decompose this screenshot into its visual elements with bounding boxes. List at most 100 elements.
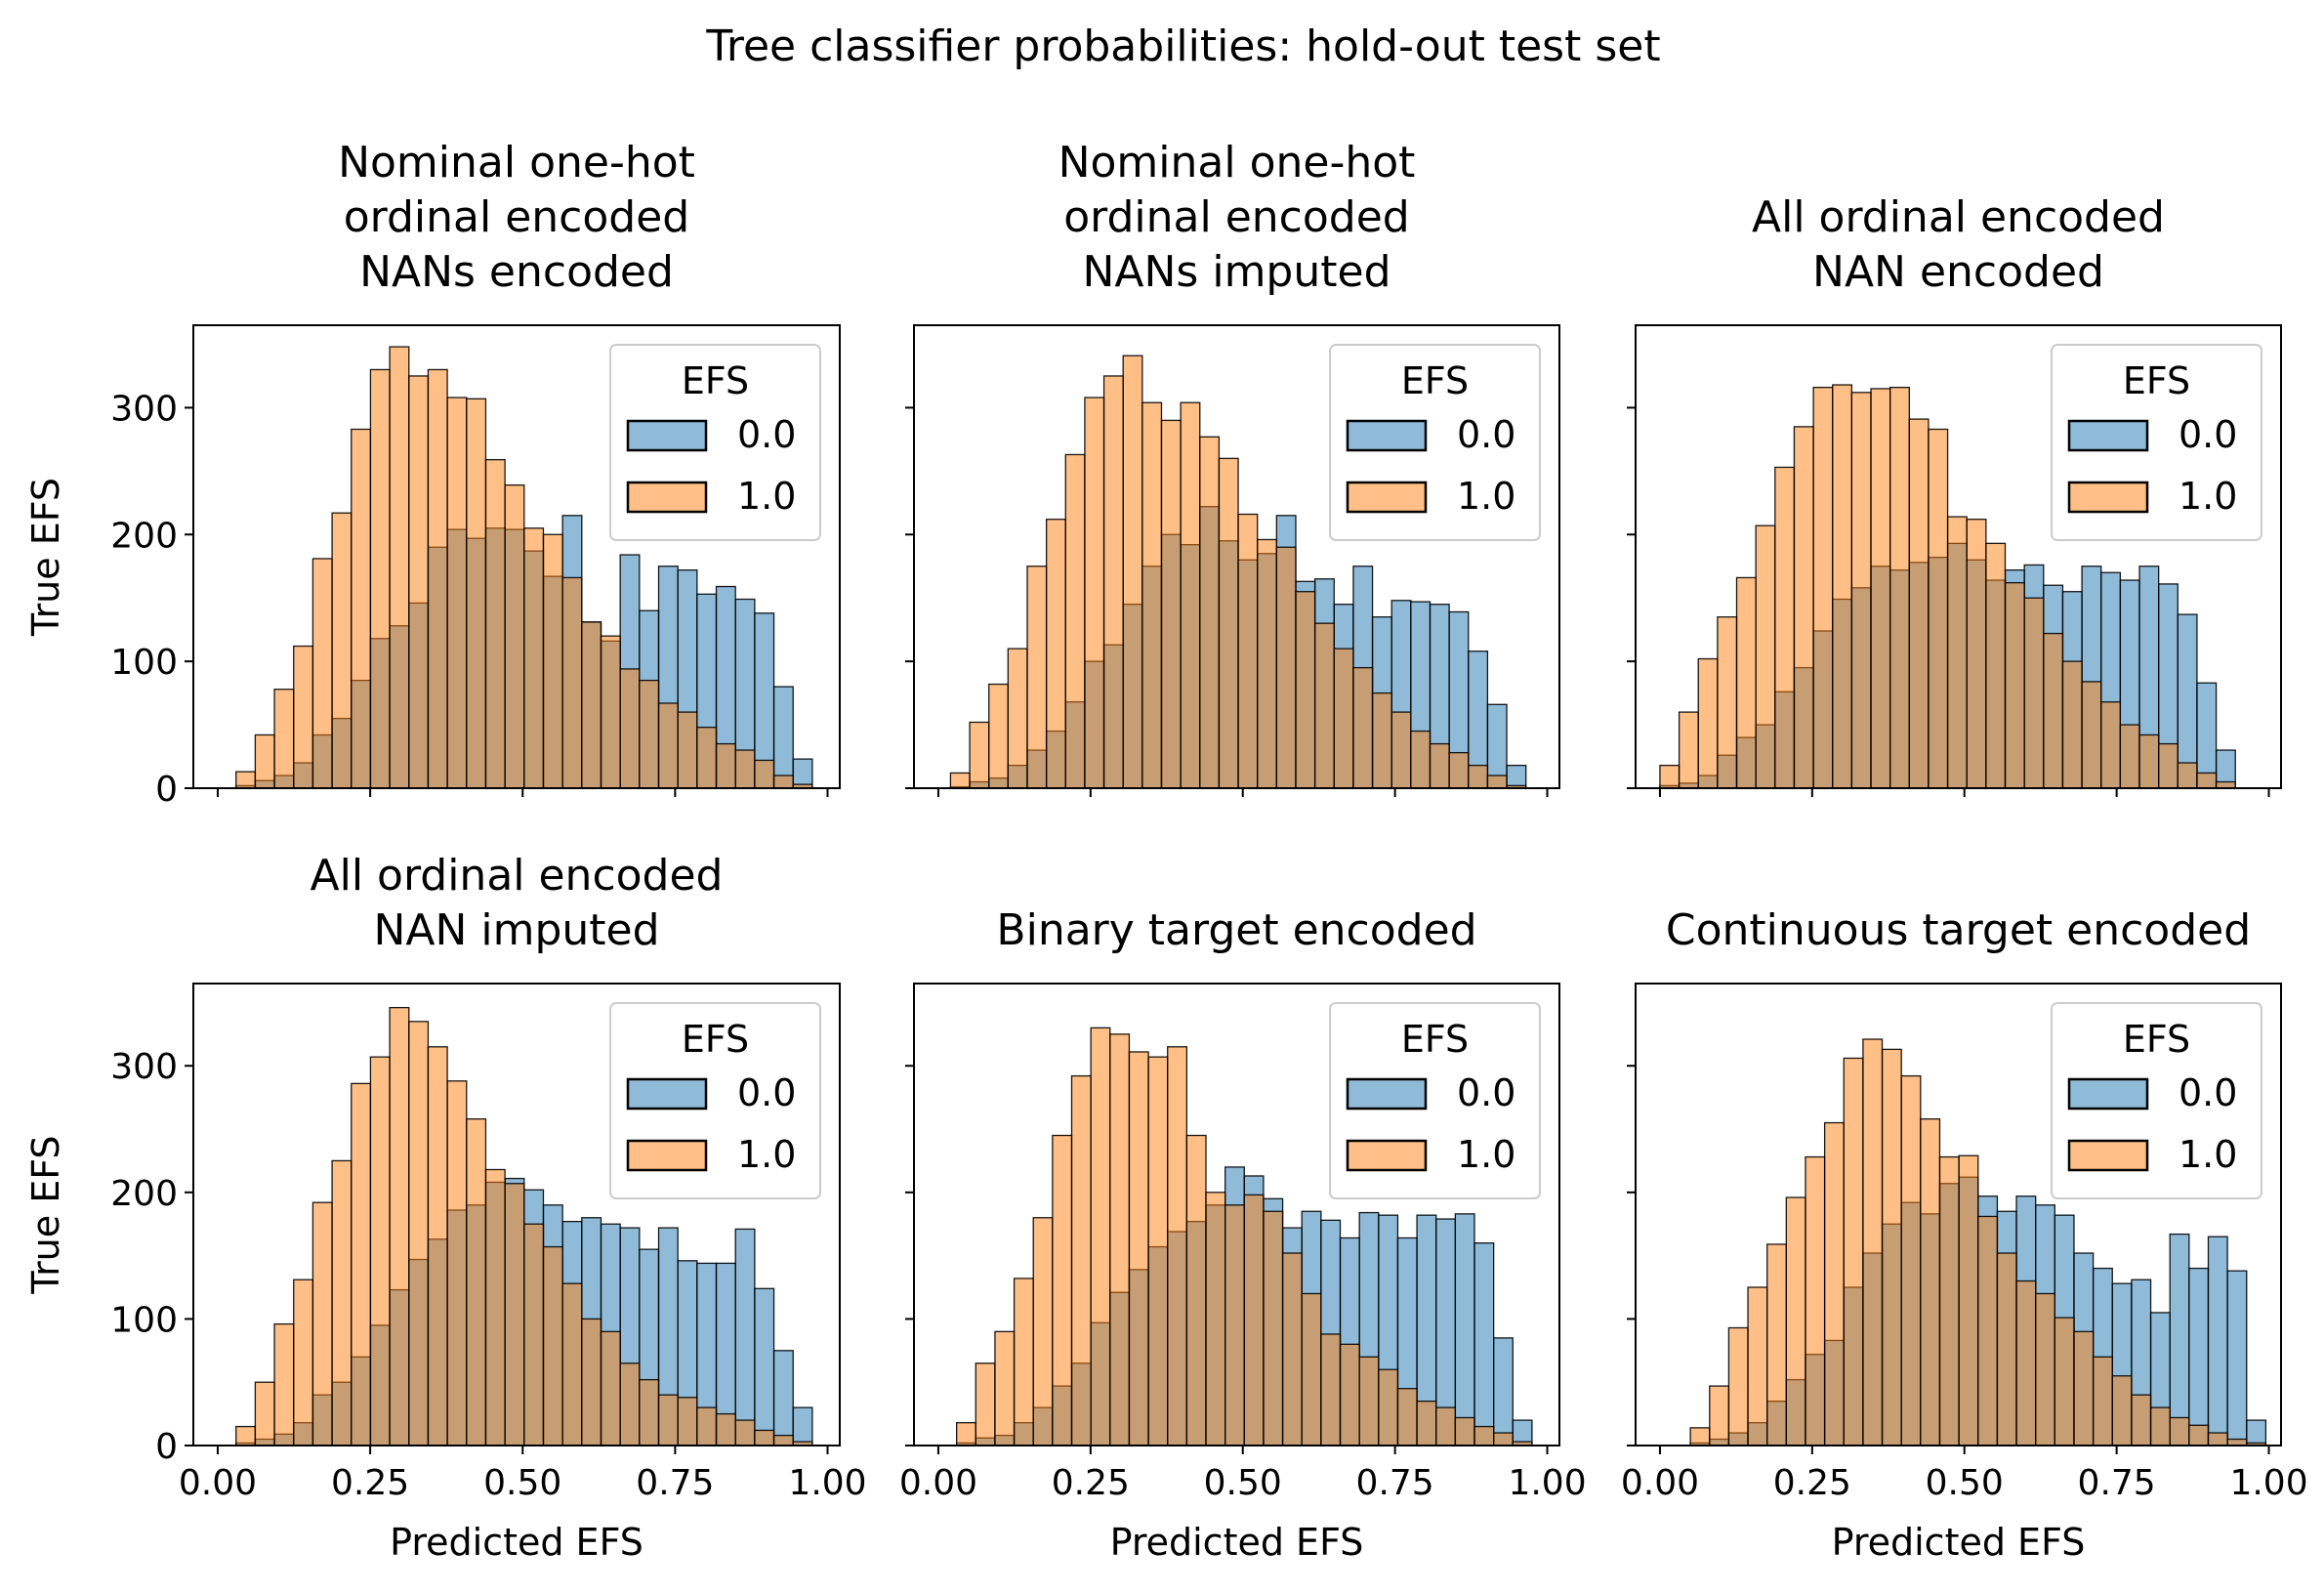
panel-5-bar-s1-5 <box>1052 1134 1073 1446</box>
panel-4-ytick-label-200: 200 <box>110 1174 178 1214</box>
panel-2-bar-s1-16 <box>1257 538 1277 789</box>
panel-4-bar-s1-15 <box>523 1223 545 1446</box>
panel-3-bar-s1-6 <box>1774 466 1796 789</box>
panel-3-title-line-2: NAN encoded <box>1812 247 2104 297</box>
panel-6-bar-s1-23 <box>2131 1394 2152 1446</box>
panel-4-bar-s0-26 <box>734 1228 756 1446</box>
panel-6-legend-title: EFS <box>2123 1018 2190 1061</box>
panel-1-bar-s1-0 <box>235 771 257 789</box>
panel-4-xtick-label-1: 0.25 <box>331 1463 409 1503</box>
panel-4-ytick-label-0: 0 <box>155 1427 178 1467</box>
panel-4-bar-s1-23 <box>677 1397 698 1446</box>
panel-3-bar-s1-17 <box>1985 542 2007 789</box>
panel-1-bar-s1-5 <box>331 512 353 789</box>
panel-4-ylabel: True EFS <box>24 1135 67 1294</box>
panel-4-bar-s1-26 <box>734 1419 756 1446</box>
panel-2-bar-s1-20 <box>1333 648 1354 789</box>
panel-1-bar-s1-11 <box>446 397 468 789</box>
panel-4-bar-s1-18 <box>581 1318 602 1446</box>
panel-4-bar-s1-28 <box>772 1434 794 1446</box>
panel-5-bar-s1-22 <box>1378 1368 1399 1446</box>
panel-6-bar-s1-1 <box>1709 1385 1730 1446</box>
panel-6-bar-s1-12 <box>1920 1118 1941 1446</box>
panel-3-bar-s1-28 <box>2196 772 2218 789</box>
panel-4-bar-s1-16 <box>542 1245 563 1446</box>
panel-3-bar-s1-7 <box>1793 426 1814 789</box>
panel-5-bar-s1-21 <box>1358 1356 1380 1446</box>
panel-4-xtick-label-2: 0.50 <box>483 1463 561 1503</box>
panel-6-bar-s1-9 <box>1862 1038 1884 1446</box>
panel-4-bar-s1-19 <box>600 1330 621 1446</box>
panel-6-bar-s1-16 <box>1996 1252 2017 1446</box>
panel-3-bar-s1-23 <box>2100 701 2122 789</box>
panel-6-xtick-label-4: 1.00 <box>2229 1463 2307 1503</box>
panel-6-bar-s1-2 <box>1727 1326 1749 1446</box>
panel-2-legend-label-1: 1.0 <box>1457 475 1515 518</box>
panel-1-bar-s1-16 <box>542 533 563 789</box>
panel-5-bar-s1-16 <box>1263 1210 1284 1446</box>
panel-5-bar-s1-14 <box>1224 1204 1245 1446</box>
panel-4-bar-s1-12 <box>466 1118 487 1446</box>
panel-1-bar-s1-17 <box>561 576 583 789</box>
panel-2-title-line-3: NANs imputed <box>1083 247 1391 297</box>
panel-3-bar-s1-26 <box>2158 742 2179 789</box>
panel-2-bar-s1-25 <box>1429 742 1450 789</box>
panel-6-bar-s1-13 <box>1938 1155 1960 1446</box>
panel-5-bar-s1-20 <box>1339 1343 1360 1446</box>
panel-6-bar-s0-29 <box>2246 1419 2267 1446</box>
panel-3-bar-s1-1 <box>1678 711 1699 789</box>
panel-4-ytick-label-300: 300 <box>110 1047 178 1087</box>
panel-5-legend-label-0: 0.0 <box>1457 1071 1515 1114</box>
panel-2-axes-frame <box>913 324 1560 789</box>
panel-4-xtick-label-3: 0.75 <box>636 1463 714 1503</box>
panel-2-bar-s1-14 <box>1218 457 1239 789</box>
panel-3-legend-swatch-0 <box>2067 419 2149 452</box>
panel-5-bar-s1-17 <box>1281 1252 1303 1446</box>
panel-1-bar-s1-8 <box>389 346 410 789</box>
panel-2-bar-s1-7 <box>1084 397 1105 789</box>
panel-1-bar-s1-23 <box>677 711 698 789</box>
panel-4-bar-s0-27 <box>754 1287 775 1446</box>
panel-4-legend-title: EFS <box>682 1018 749 1061</box>
panel-2-title-line-2: ordinal encoded <box>1063 192 1409 242</box>
panel-6-xtick-label-1: 0.25 <box>1773 1463 1851 1503</box>
panel-2-bar-s1-28 <box>1486 775 1508 789</box>
panel-3-bar-s1-11 <box>1870 388 1891 789</box>
panel-4-legend-label-0: 0.0 <box>737 1071 796 1114</box>
panel-4-xtick-label-0: 0.00 <box>179 1463 257 1503</box>
panel-4-bar-s1-11 <box>446 1080 468 1446</box>
panel-5-bar-s1-10 <box>1147 1056 1169 1446</box>
panel-4-legend-swatch-1 <box>626 1139 708 1172</box>
panel-1-bar-s1-4 <box>311 558 333 789</box>
panel-6-bar-s1-14 <box>1958 1154 1979 1446</box>
panel-3-bar-s1-13 <box>1908 418 1930 789</box>
panel-6-bar-s1-4 <box>1766 1243 1787 1446</box>
panel-2-bar-s1-4 <box>1026 566 1048 789</box>
panel-3-bar-s1-5 <box>1755 524 1776 789</box>
panel-3-legend-swatch-1 <box>2067 481 2149 514</box>
panel-2-bar-s1-8 <box>1102 375 1124 789</box>
panel-6-bar-s1-17 <box>2015 1279 2037 1446</box>
panel-6-xtick-label-2: 0.50 <box>1926 1463 2004 1503</box>
panel-4-xlabel: Predicted EFS <box>390 1521 643 1564</box>
panel-5-bar-s1-1 <box>975 1362 996 1446</box>
panel-2-bar-s1-1 <box>969 721 990 789</box>
panel-6-bar-s0-27 <box>2207 1236 2228 1446</box>
panel-5-xtick-label-4: 1.00 <box>1508 1463 1586 1503</box>
panel-4-bar-s1-20 <box>619 1362 641 1446</box>
panel-4-ytick-label-100: 100 <box>110 1300 178 1340</box>
panel-3-bar-s1-3 <box>1717 616 1738 789</box>
panel-4-bar-s1-13 <box>484 1168 506 1446</box>
panel-3-bar-s1-21 <box>2061 660 2083 789</box>
panel-3-bar-s1-25 <box>2138 734 2160 789</box>
panel-2-bar-s1-21 <box>1352 666 1374 789</box>
panel-5-xtick-label-2: 0.50 <box>1204 1463 1282 1503</box>
panel-6-bar-s1-21 <box>2092 1356 2113 1446</box>
panel-1-bar-s1-20 <box>619 668 641 789</box>
panel-1-bar-s1-7 <box>369 368 391 789</box>
panel-5-bar-s1-12 <box>1185 1134 1207 1446</box>
panel-3-bar-s1-0 <box>1659 764 1681 789</box>
panel-6-legend-label-0: 0.0 <box>2179 1071 2237 1114</box>
panel-5-bar-s1-19 <box>1320 1333 1342 1446</box>
panel-1-title-line-3: NANs encoded <box>359 247 674 297</box>
